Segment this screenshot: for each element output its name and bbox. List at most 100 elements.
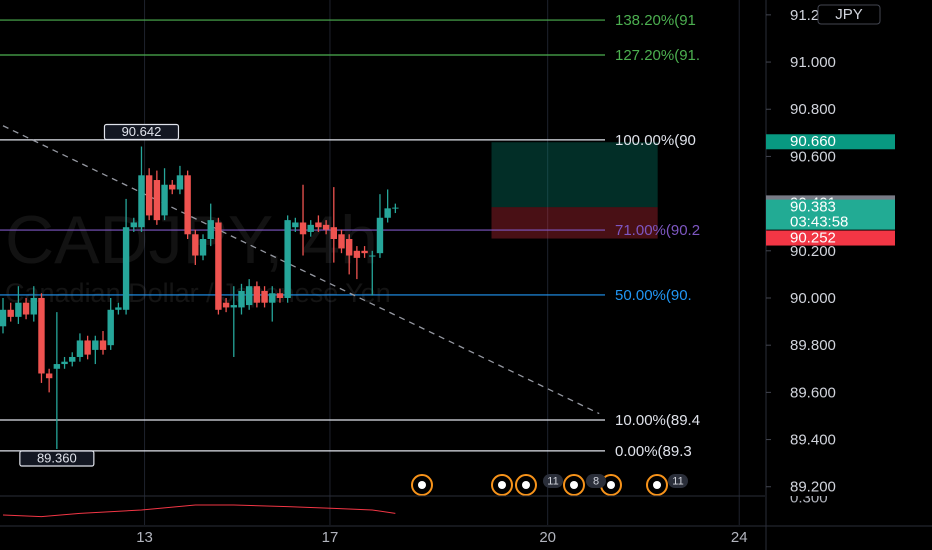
candle-body: [345, 239, 353, 256]
candle-body: [199, 239, 207, 256]
event-badge-label: 11: [672, 475, 683, 487]
candle-body: [84, 340, 91, 355]
candle-body: [76, 340, 84, 357]
event-icon-dot: [607, 481, 615, 489]
y-tick-label: 90.800: [790, 101, 836, 118]
candle-body: [315, 222, 322, 228]
event-badge: [543, 474, 563, 488]
event-icon-dot: [522, 481, 530, 489]
candle-body: [207, 220, 214, 240]
candle-body: [376, 217, 384, 254]
candle-body: [15, 302, 22, 317]
candle-body: [284, 220, 291, 298]
event-badge-label: 8: [593, 475, 599, 487]
trendline: [2, 125, 600, 415]
candle-body: [238, 290, 245, 308]
price-axis-bg: [766, 0, 932, 496]
candle-body: [230, 305, 237, 308]
y-tick-label: 91.000: [790, 54, 836, 71]
candle-body: [122, 227, 130, 310]
candle-body: [338, 234, 345, 249]
fib-label: 71.00%(90.2: [615, 222, 700, 239]
candle-body: [107, 309, 114, 346]
candle-body: [307, 224, 314, 232]
candle-body: [61, 361, 68, 365]
symbol-button-label[interactable]: JPY: [835, 6, 863, 23]
fib-label: 138.20%(91: [615, 12, 696, 29]
candle-body: [261, 290, 268, 303]
candle-body: [30, 297, 37, 315]
y-tick-label: 90.200: [790, 243, 836, 260]
fib-label: 50.00%(90.: [615, 287, 692, 304]
candle-body: [222, 302, 230, 308]
event-badge-label: 11: [547, 475, 558, 487]
fib-label: 127.20%(91.: [615, 47, 700, 64]
event-icon-dot: [418, 481, 426, 489]
candle-body: [184, 175, 191, 235]
candle-body: [276, 293, 284, 298]
candle-body: [69, 356, 76, 362]
candle-body: [153, 180, 161, 221]
symbol-button[interactable]: [817, 4, 881, 25]
candle-body: [269, 293, 276, 303]
y-tick-label: 89.600: [790, 384, 836, 401]
x-tick-label: 20: [539, 529, 556, 546]
candle-body: [22, 302, 30, 315]
candle-body: [384, 208, 391, 218]
candle-body: [115, 307, 122, 310]
candle-body: [130, 222, 137, 228]
event-icon-dot: [653, 481, 661, 489]
price-tag: [766, 199, 895, 230]
x-tick-label: 24: [731, 529, 748, 546]
price-tag-label: 90.383: [790, 199, 836, 216]
target-zone: [491, 142, 658, 208]
callout-box: [103, 123, 180, 141]
candle-body: [176, 175, 184, 190]
price-tag: [766, 134, 895, 150]
stop-zone: [491, 207, 658, 239]
price-tag: [766, 230, 895, 246]
candle-body: [369, 255, 376, 257]
event-badge: [668, 474, 688, 488]
watermark: CADJPY, 4h: [5, 202, 378, 278]
candle-body: [330, 227, 338, 240]
x-tick-label: 13: [136, 529, 153, 546]
candle-body: [169, 184, 176, 190]
event-badge: [586, 474, 606, 488]
event-icon-dot: [498, 481, 506, 489]
candle-body: [99, 340, 107, 350]
y-tick-label: 90.600: [790, 148, 836, 165]
candle-body: [7, 309, 14, 317]
callout-label: 90.642: [122, 124, 162, 139]
candle-body: [253, 286, 261, 303]
fib-label: 100.00%(90: [615, 132, 696, 149]
candle-body: [361, 250, 368, 254]
candle-body: [45, 373, 53, 379]
price-callout: 89.360: [19, 450, 95, 467]
candle-body: [392, 207, 399, 209]
y-tick-label: 90.000: [790, 290, 836, 307]
y-tick-label: 89.800: [790, 337, 836, 354]
candle-body: [138, 175, 145, 228]
x-tick-label: 17: [322, 529, 339, 546]
candle-body: [145, 175, 153, 216]
y-tick-label: 89.400: [790, 432, 836, 449]
candle-body: [38, 297, 45, 374]
candle-body: [215, 222, 222, 310]
watermark-subtitle: Canadian Dollar / Japanese Yen: [5, 278, 391, 308]
price-tag-label: 90.252: [790, 230, 836, 247]
candle-body: [353, 250, 361, 258]
price-callout: 90.642: [103, 123, 180, 141]
callout-box: [19, 450, 95, 467]
y-tick-label: 89.200: [790, 479, 836, 496]
candle-body: [245, 286, 253, 306]
candle-body: [161, 184, 168, 216]
event-icon-dot: [570, 481, 578, 489]
candle-body: [292, 222, 299, 228]
candle-body: [322, 224, 330, 230]
candle-body: [0, 309, 7, 327]
candle-body: [192, 234, 199, 256]
price-tag-countdown: 03:43:58: [790, 214, 848, 231]
